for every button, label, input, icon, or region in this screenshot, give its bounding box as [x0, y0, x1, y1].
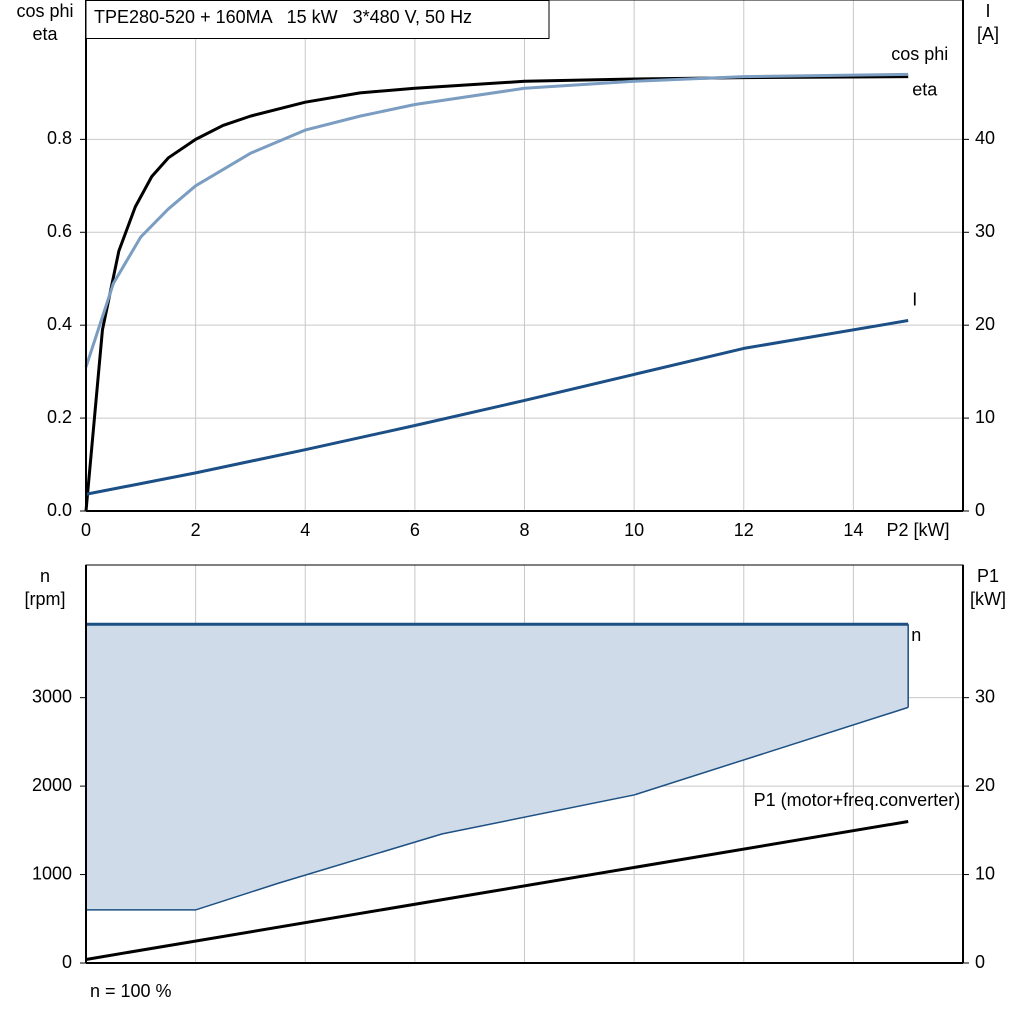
- y2-tick-label: 0: [975, 500, 985, 520]
- y-tick-label: 0.0: [47, 500, 72, 520]
- line: [84, 75, 909, 512]
- series-label: P1 (motor+freq.converter): [754, 790, 961, 810]
- y2-tick-label: 0: [975, 952, 985, 972]
- y2-axis-label: [kW]: [970, 589, 1006, 609]
- line: [85, 820, 909, 961]
- x-axis-label: P2 [kW]: [886, 520, 949, 540]
- area: [86, 624, 909, 910]
- x-tick-label: 4: [300, 520, 310, 540]
- x-tick-label: 12: [734, 520, 754, 540]
- x-tick-label: 14: [843, 520, 863, 540]
- y2-axis-label: I: [985, 1, 990, 21]
- y2-tick-label: 10: [975, 407, 995, 427]
- series-label: I: [912, 289, 917, 309]
- series-label: cos phi: [891, 44, 948, 64]
- y-tick-label: 3000: [32, 686, 72, 706]
- y2-axis-label: [A]: [977, 24, 999, 44]
- y2-tick-label: 20: [975, 314, 995, 334]
- y-tick-label: 2000: [32, 775, 72, 795]
- series-label: eta: [912, 79, 938, 99]
- y2-axis-label: P1: [977, 566, 999, 586]
- y-tick-label: 0.2: [47, 407, 72, 427]
- y2-tick-label: 40: [975, 128, 995, 148]
- y-tick-label: 1000: [32, 863, 72, 883]
- y2-tick-label: 30: [975, 221, 995, 241]
- x-tick-label: 2: [191, 520, 201, 540]
- y-axis-label: cos phi: [16, 1, 73, 21]
- y-tick-label: 0.8: [47, 128, 72, 148]
- footnote: n = 100 %: [90, 981, 172, 1001]
- line: [85, 319, 909, 496]
- y2-tick-label: 10: [975, 863, 995, 883]
- x-tick-label: 8: [519, 520, 529, 540]
- x-tick-label: 6: [410, 520, 420, 540]
- min-line: [86, 706, 909, 911]
- x-tick-label: 10: [624, 520, 644, 540]
- x-tick-label: 0: [81, 520, 91, 540]
- y2-tick-label: 20: [975, 775, 995, 795]
- chart-title: TPE280-520 + 160MA 15 kW 3*480 V, 50 Hz: [94, 7, 472, 27]
- x-label-bg: [872, 519, 962, 543]
- y-tick-label: 0: [62, 952, 72, 972]
- y-axis-label: [rpm]: [24, 589, 65, 609]
- y-tick-label: 0.6: [47, 221, 72, 241]
- y2-tick-label: 30: [975, 686, 995, 706]
- y-axis-label: n: [40, 566, 50, 586]
- title-box: [85, 0, 550, 39]
- y-axis-label: eta: [32, 24, 58, 44]
- line: [84, 72, 909, 368]
- series-label: n: [911, 625, 921, 645]
- y-tick-label: 0.4: [47, 314, 72, 334]
